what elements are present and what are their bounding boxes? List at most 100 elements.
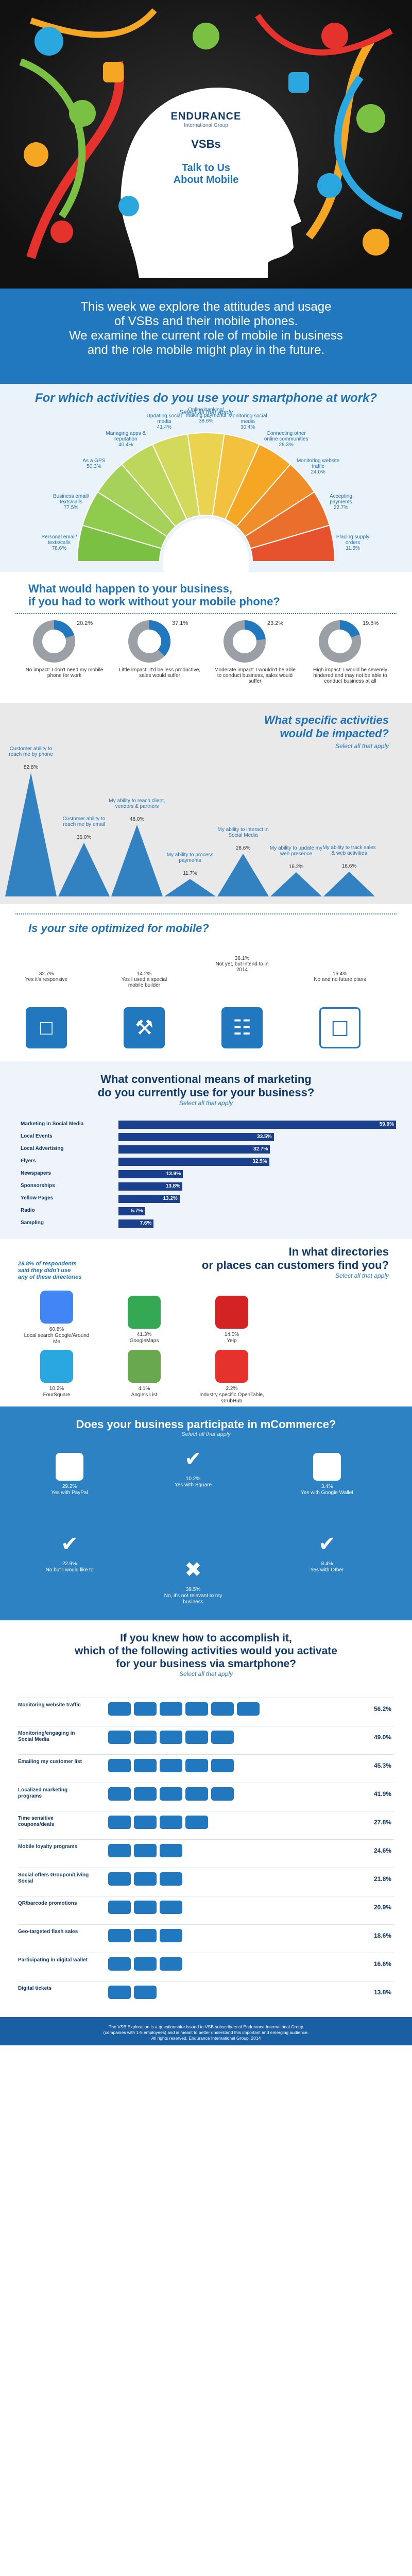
- activity-icon: [108, 1901, 131, 1914]
- impact-peak: [111, 824, 163, 896]
- yelp-icon: [215, 1296, 248, 1329]
- fan-label-pct: 41.4%: [157, 424, 172, 430]
- activate-pct: 24.6%: [373, 1847, 391, 1854]
- section-title: Does your business participate in mComme…: [76, 1418, 336, 1431]
- opt-glyph: ⚒: [135, 1016, 153, 1039]
- impact-peaks-chart: [5, 772, 375, 896]
- marketing-bar: 7.6%: [118, 1219, 154, 1228]
- activate-icons: [108, 1702, 340, 1718]
- section-sub: Select all that apply: [179, 1670, 233, 1677]
- smartphone-use-section: For which activities do you use your sma…: [0, 384, 412, 572]
- activate-row: Localized marketing programs 41.9%: [18, 1783, 394, 1808]
- section-sub: Select all that apply: [179, 409, 233, 416]
- intro-line: We examine the current role of mobile in…: [69, 329, 343, 343]
- activate-icons: [108, 1731, 340, 1746]
- impact-peak: [5, 772, 57, 896]
- activity-icon: [185, 1816, 208, 1829]
- device-icon: ☷: [221, 1007, 263, 1048]
- impact-pct: 16.6%: [341, 863, 357, 869]
- activity-icon: [160, 1731, 182, 1744]
- activity-icon: [108, 1731, 131, 1744]
- mcommerce-label: Yes with Square: [175, 1482, 212, 1488]
- donut-graphic: [128, 620, 170, 663]
- activity-icon: [134, 1759, 157, 1772]
- activate-label: QR/barcode promotions: [18, 1901, 77, 1906]
- activate-pct: 27.8%: [373, 1819, 391, 1826]
- donut-value-arc: [319, 620, 361, 663]
- impact-pct: 36.0%: [76, 834, 92, 840]
- activate-label: Mobile loyalty programs: [18, 1844, 78, 1850]
- donut-graphic: [319, 620, 361, 663]
- impact-label: Customer ability to reach me by phone: [9, 745, 53, 757]
- activate-pct: 41.9%: [373, 1790, 391, 1798]
- opentable-icon: [215, 1350, 248, 1383]
- activate-row: QR/barcode promotions 20.9%: [18, 1896, 394, 1922]
- impact-donut: 19.5% High impact: I would be severely hi…: [309, 618, 391, 684]
- fan-label: Personal email/ texts/calls 78.6%: [36, 534, 82, 551]
- directory-pct: 10.2%: [49, 1386, 64, 1392]
- activity-icon: [108, 1702, 131, 1716]
- activity-icon: [160, 1901, 182, 1914]
- marketing-row: Flyers 32.5%: [21, 1158, 397, 1166]
- mcommerce-item: ✔ 10.2% Yes with Square: [154, 1445, 232, 1488]
- angies-list-icon: [128, 1350, 161, 1383]
- impact-label: My ability to process payments: [166, 852, 214, 864]
- fan-label: Online banking/ making payments 38.6%: [183, 407, 229, 424]
- title-line: do you currently use for your business?: [97, 1086, 315, 1099]
- activate-row: Monitoring website traffic 56.2%: [18, 1698, 394, 1723]
- intro-line: This week we explore the attitudes and u…: [80, 300, 332, 314]
- marketing-row: Sampling 7.6%: [21, 1219, 397, 1228]
- fan-label: Managing apps & reputation 40.4%: [102, 431, 149, 448]
- activity-icon: [160, 1759, 182, 1772]
- marketing-bar: 13.2%: [118, 1195, 180, 1203]
- impact-peak: [164, 879, 216, 896]
- title-line: If you knew how to accomplish it,: [120, 1632, 292, 1644]
- section-sub: Select all that apply: [335, 1272, 389, 1279]
- impact-peak: [270, 872, 322, 896]
- marketing-bar: 32.7%: [118, 1145, 270, 1154]
- mcommerce-item: ✔ 8.4% Yes with Other: [288, 1530, 366, 1573]
- hero-illustration: [0, 0, 412, 289]
- activate-section: If you knew how to accomplish it, which …: [0, 1620, 412, 2017]
- mcommerce-pct: 3.4%: [321, 1484, 333, 1489]
- activate-icons: [108, 1844, 340, 1859]
- fan-label-text: Updating social media: [146, 413, 182, 425]
- donut-pct: 20.2%: [77, 620, 93, 626]
- activate-label: Participating in digital wallet: [18, 1957, 88, 1963]
- fan-label-text: Connecting other online communities: [264, 430, 308, 442]
- mcommerce-pct: 8.4%: [321, 1561, 333, 1567]
- fan-label-pct: 22.7%: [333, 505, 349, 511]
- directory-pct: 2.2%: [226, 1386, 238, 1392]
- impact-donut: 23.2% Moderate impact: I wouldn't be able…: [214, 618, 296, 684]
- activity-icon: [185, 1702, 208, 1716]
- footer-line: All rights reserved, Endurance Internati…: [151, 2036, 261, 2041]
- impact-peak: [217, 854, 269, 896]
- fan-label-text: Monitoring website traffic: [296, 458, 340, 470]
- title-line: What specific activities: [264, 714, 389, 726]
- marketing-bar: 5.7%: [118, 1207, 145, 1215]
- activity-icon: [108, 1759, 131, 1772]
- section-sub: Select all that apply: [179, 1099, 233, 1107]
- checkmark-icon: ✔: [61, 1533, 78, 1555]
- activity-icon: [134, 1787, 157, 1801]
- intro-line: of VSBs and their mobile phones.: [114, 314, 298, 328]
- section-title: Is your site optimized for mobile?: [28, 922, 209, 935]
- section-title: What conventional means of marketing do …: [0, 1061, 412, 1099]
- marketing-row: Local Advertising 32.7%: [21, 1145, 397, 1154]
- section-title: If you knew how to accomplish it, which …: [0, 1620, 412, 1670]
- activate-label: Localized marketing programs: [18, 1787, 68, 1799]
- mcommerce-item: 29.2% Yes with PayPal: [31, 1453, 108, 1496]
- directory-label: Industry specific OpenTable, GrubHub: [199, 1392, 264, 1404]
- activity-icon: [134, 1731, 157, 1744]
- donut-value-arc: [33, 620, 75, 663]
- section-title: For which activities do you use your sma…: [35, 391, 377, 405]
- title-line: What would happen to your business,: [28, 582, 233, 595]
- activity-icon: [134, 1901, 157, 1914]
- directory-label: FourSquare: [43, 1392, 71, 1398]
- impact-peak: [58, 842, 110, 896]
- marketing-bar: 13.9%: [118, 1170, 183, 1178]
- mcommerce-pct: 22.9%: [62, 1561, 77, 1567]
- fan-label-text: Personal email/ texts/calls: [41, 534, 77, 546]
- directory-item: 41.3% GoogleMaps: [108, 1296, 180, 1344]
- marketing-pct: 13.2%: [163, 1196, 178, 1201]
